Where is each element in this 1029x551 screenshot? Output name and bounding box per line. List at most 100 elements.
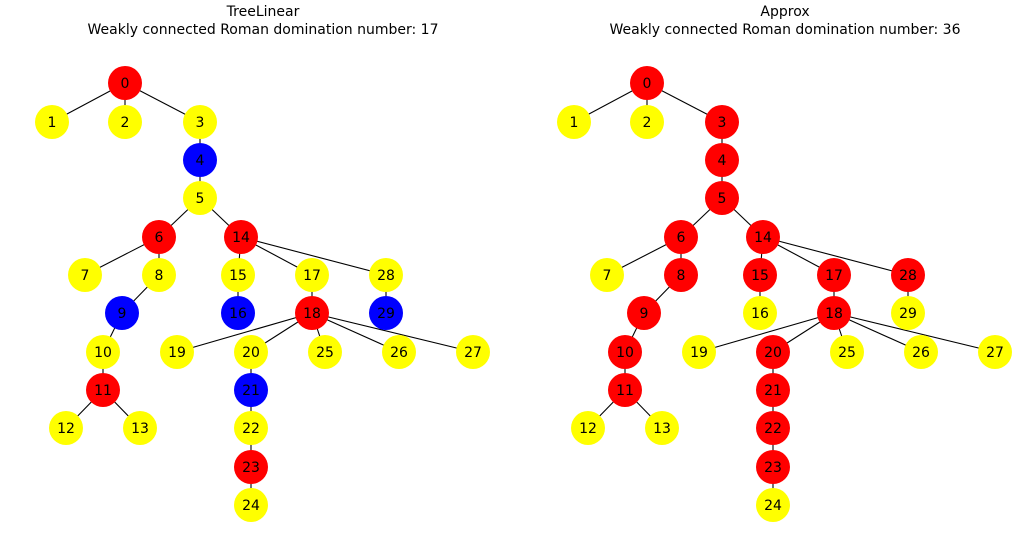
node-circle — [142, 258, 176, 292]
panel-title: TreeLinear — [226, 4, 300, 20]
node-8: 8 — [664, 258, 698, 292]
node-circle — [369, 296, 403, 330]
node-label: 6 — [155, 230, 164, 246]
node-label: 11 — [616, 383, 634, 399]
node-label: 29 — [377, 306, 395, 322]
node-label: 27 — [986, 345, 1004, 361]
edge-18-27 — [311, 312, 474, 353]
node-circle — [68, 258, 102, 292]
node-19: 19 — [160, 335, 194, 369]
node-circle — [705, 181, 739, 215]
node-label: 1 — [570, 115, 579, 131]
edge-18-19 — [176, 312, 313, 353]
node-label: 17 — [303, 268, 321, 284]
node-circle — [664, 258, 698, 292]
node-circle — [382, 335, 416, 369]
node-25: 25 — [830, 335, 864, 369]
node-label: 25 — [316, 345, 334, 361]
node-label: 11 — [94, 383, 112, 399]
panel-treelinear: TreeLinear Weakly connected Roman domina… — [35, 4, 490, 522]
node-16: 16 — [221, 296, 255, 330]
node-label: 12 — [579, 421, 597, 437]
node-label: 5 — [196, 191, 205, 207]
panel-title: Approx — [760, 4, 809, 20]
node-circle — [295, 258, 329, 292]
node-circle — [746, 220, 780, 254]
node-16: 16 — [743, 296, 777, 330]
node-circle — [234, 411, 268, 445]
node-label: 14 — [232, 230, 250, 246]
node-circle — [743, 296, 777, 330]
node-10: 10 — [608, 335, 642, 369]
edge-14-28 — [240, 236, 387, 276]
node-circle — [817, 296, 851, 330]
node-label: 19 — [690, 345, 708, 361]
node-label: 9 — [640, 306, 649, 322]
node-2: 2 — [630, 105, 664, 139]
node-27: 27 — [978, 335, 1012, 369]
node-circle — [978, 335, 1012, 369]
node-label: 21 — [764, 383, 782, 399]
node-28: 28 — [369, 258, 403, 292]
node-label: 24 — [764, 498, 782, 514]
node-circle — [221, 258, 255, 292]
node-circle — [234, 450, 268, 484]
node-14: 14 — [224, 220, 258, 254]
node-circle — [234, 335, 268, 369]
node-circle — [590, 258, 624, 292]
node-label: 3 — [718, 115, 727, 131]
node-label: 10 — [94, 345, 112, 361]
node-circle — [49, 411, 83, 445]
node-label: 8 — [677, 268, 686, 284]
node-23: 23 — [234, 450, 268, 484]
node-circle — [904, 335, 938, 369]
node-label: 16 — [751, 306, 769, 322]
node-circle — [756, 411, 790, 445]
node-3: 3 — [705, 105, 739, 139]
node-label: 14 — [754, 230, 772, 246]
node-17: 17 — [817, 258, 851, 292]
node-circle — [105, 296, 139, 330]
node-label: 5 — [718, 191, 727, 207]
node-label: 15 — [751, 268, 769, 284]
node-circle — [891, 258, 925, 292]
node-12: 12 — [571, 411, 605, 445]
node-circle — [123, 411, 157, 445]
node-circle — [86, 335, 120, 369]
panel-approx: Approx Weakly connected Roman domination… — [557, 4, 1012, 522]
node-label: 22 — [764, 421, 782, 437]
node-label: 12 — [57, 421, 75, 437]
node-circle — [682, 335, 716, 369]
node-circle — [234, 488, 268, 522]
node-7: 7 — [590, 258, 624, 292]
node-label: 25 — [838, 345, 856, 361]
node-label: 28 — [899, 268, 917, 284]
node-27: 27 — [456, 335, 490, 369]
node-label: 22 — [242, 421, 260, 437]
node-label: 16 — [229, 306, 247, 322]
node-label: 20 — [242, 345, 260, 361]
node-circle — [645, 411, 679, 445]
node-17: 17 — [295, 258, 329, 292]
node-label: 13 — [653, 421, 671, 437]
node-circle — [456, 335, 490, 369]
node-circle — [756, 373, 790, 407]
node-circle — [308, 335, 342, 369]
node-7: 7 — [68, 258, 102, 292]
node-circle — [630, 105, 664, 139]
node-label: 0 — [121, 76, 130, 92]
node-label: 28 — [377, 268, 395, 284]
node-circle — [183, 105, 217, 139]
node-14: 14 — [746, 220, 780, 254]
node-circle — [756, 450, 790, 484]
node-label: 23 — [764, 460, 782, 476]
node-label: 15 — [229, 268, 247, 284]
node-circle — [108, 66, 142, 100]
node-8: 8 — [142, 258, 176, 292]
node-26: 26 — [904, 335, 938, 369]
node-label: 19 — [168, 345, 186, 361]
panel-subtitle: Weakly connected Roman domination number… — [88, 22, 439, 38]
node-25: 25 — [308, 335, 342, 369]
node-label: 4 — [718, 153, 727, 169]
